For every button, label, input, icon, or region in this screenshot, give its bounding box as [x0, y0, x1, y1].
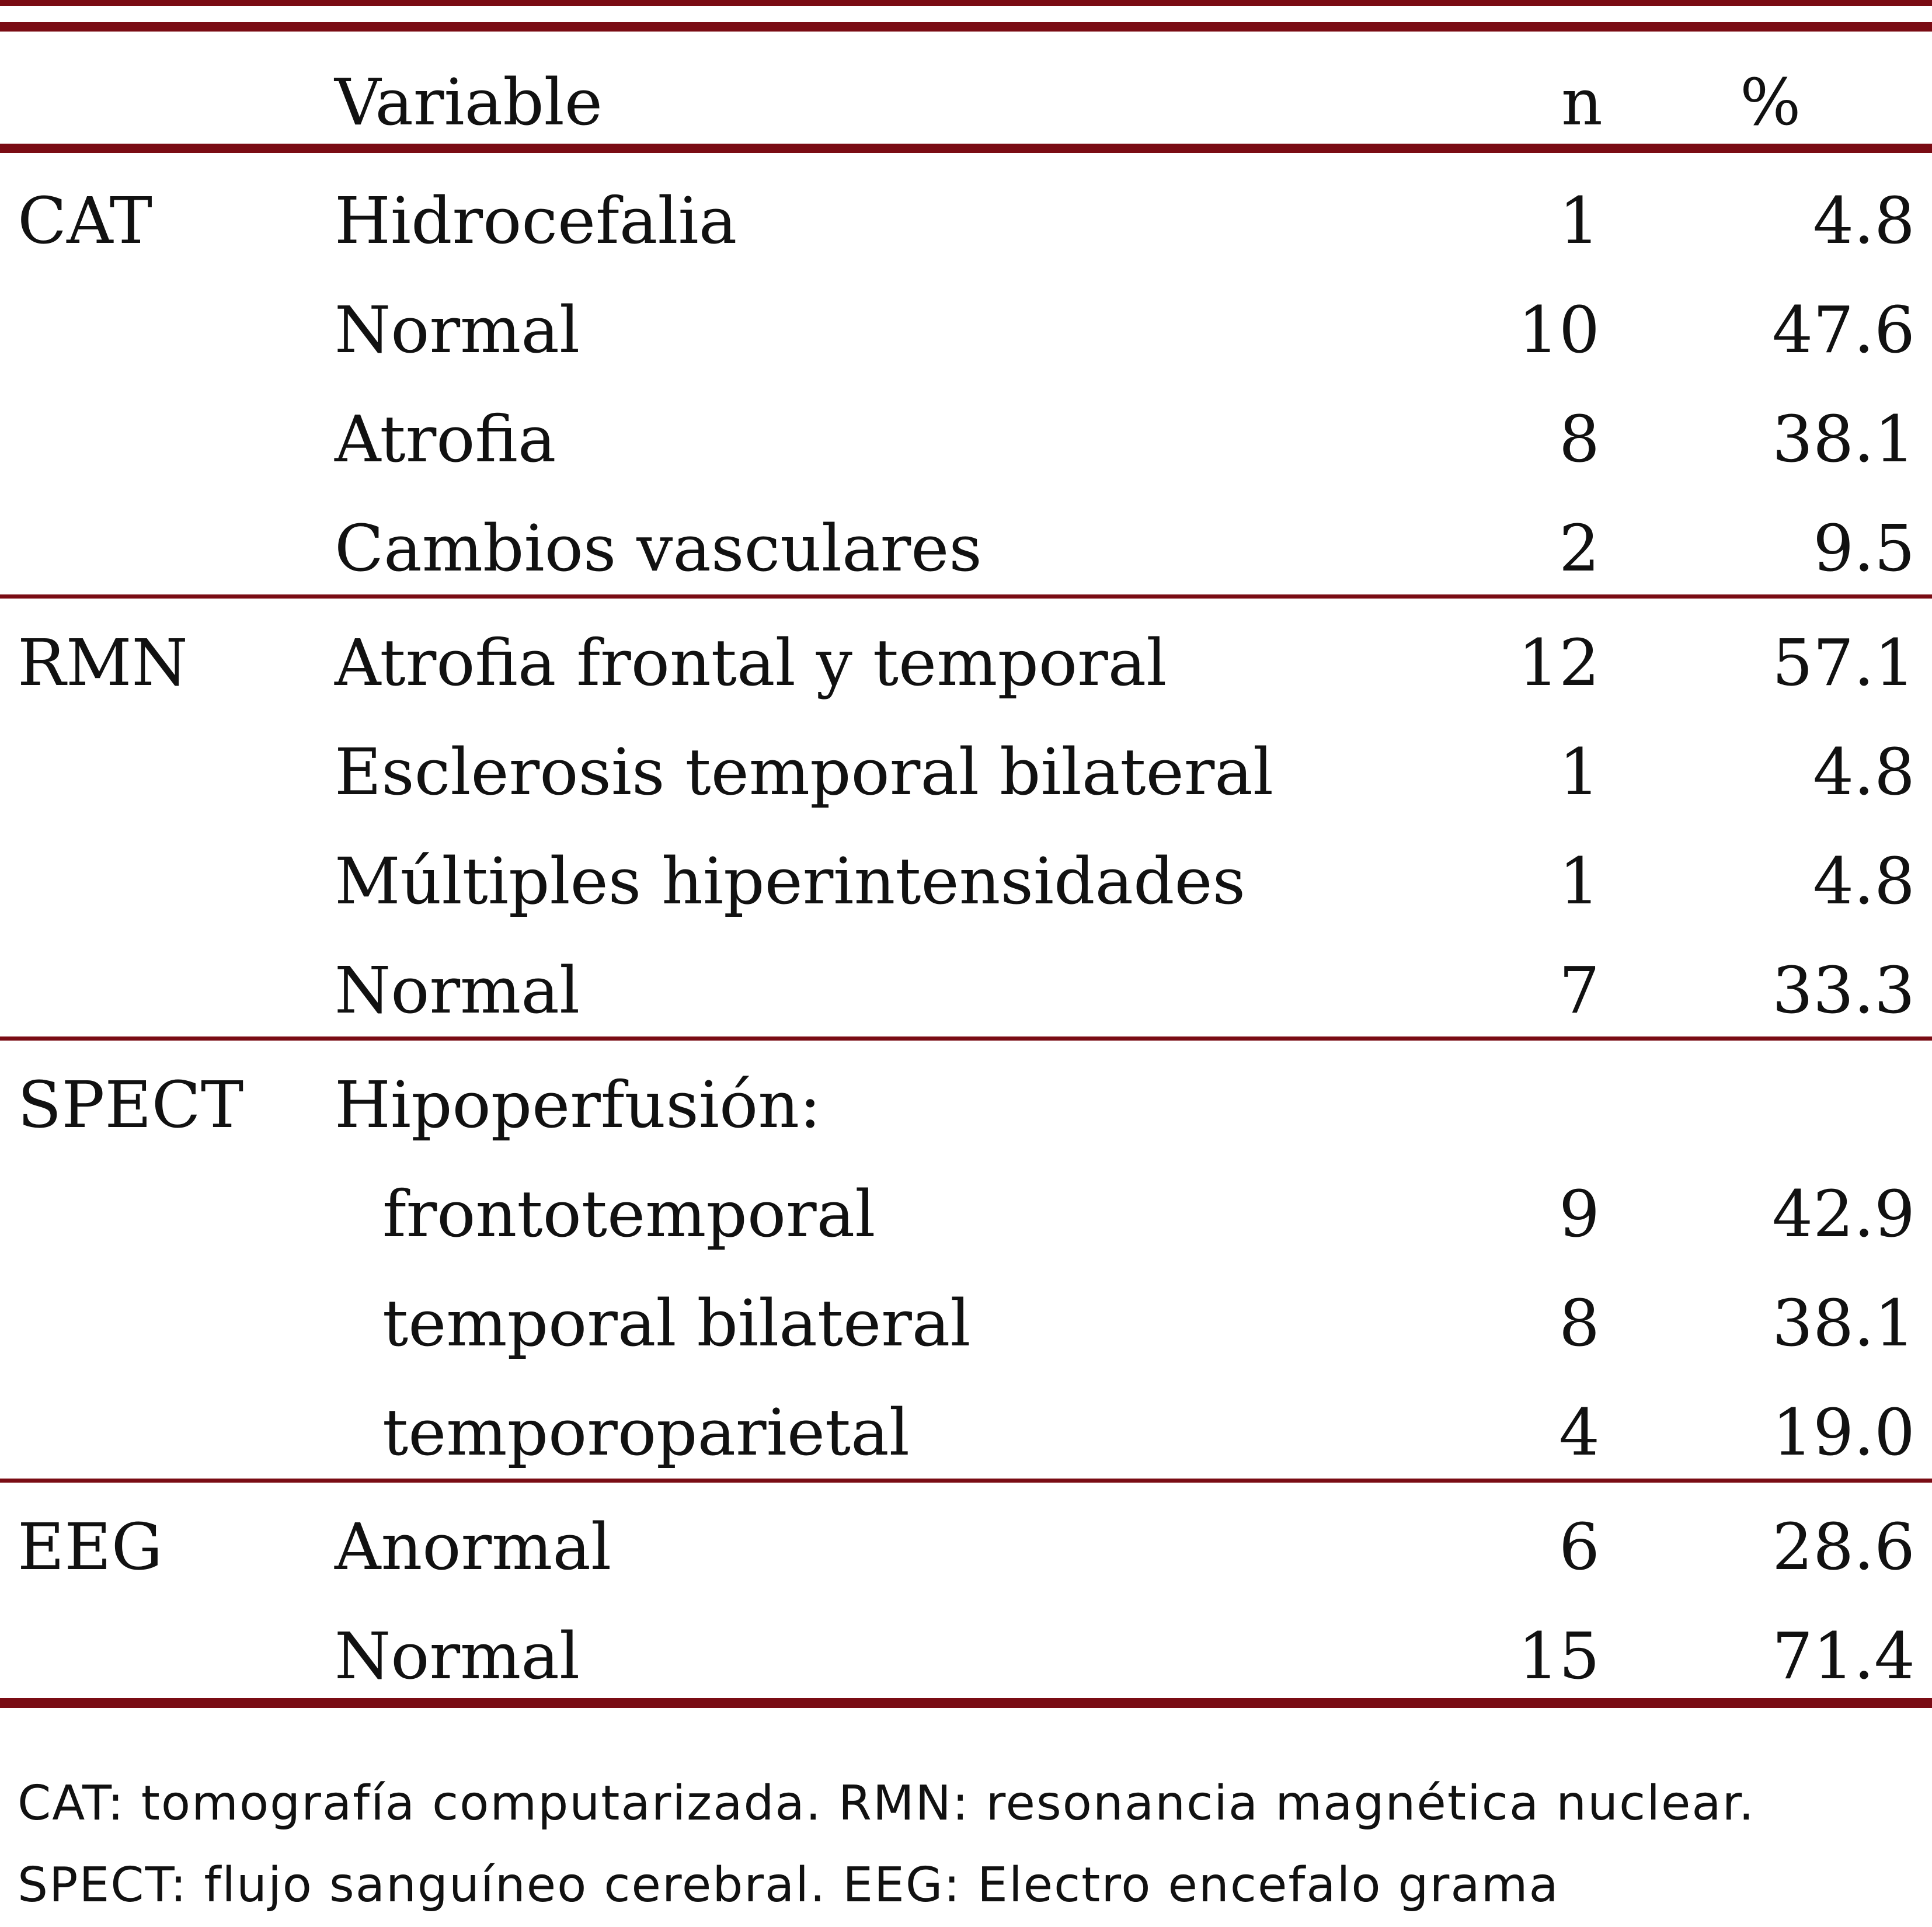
row-percent: 28.6 — [1772, 1509, 1915, 1584]
bottom-rule — [0, 1698, 1932, 1708]
row-label: Normal — [335, 1619, 580, 1693]
footnote-line-1: CAT: tomografía computarizada. RMN: reso… — [18, 1776, 1755, 1831]
footnote-line-2: SPECT: flujo sanguíneo cerebral. EEG: El… — [18, 1858, 1559, 1913]
row-n: 8 — [1559, 1286, 1600, 1361]
row-n: 9 — [1559, 1177, 1600, 1251]
row-percent: 19.0 — [1772, 1395, 1915, 1470]
row-label: Hidrocefalia — [335, 183, 737, 258]
header-variable: Variable — [335, 65, 603, 140]
row-label: Esclerosis temporal bilateral — [335, 735, 1274, 809]
row-n: 15 — [1518, 1619, 1600, 1693]
row-n: 2 — [1559, 511, 1600, 586]
header-n: n — [1561, 65, 1603, 140]
row-sublabel: temporal bilateral — [382, 1286, 971, 1361]
row-percent: 71.4 — [1772, 1619, 1915, 1693]
row-percent: 9.5 — [1813, 511, 1915, 586]
row-percent: 38.1 — [1772, 1286, 1915, 1361]
row-label: Normal — [335, 953, 580, 1028]
section-rule — [0, 594, 1932, 599]
row-n: 4 — [1559, 1395, 1600, 1470]
row-n: 1 — [1559, 735, 1600, 809]
row-n: 1 — [1559, 183, 1600, 258]
row-n: 1 — [1559, 844, 1600, 919]
group-label-spect: SPECT — [18, 1067, 244, 1142]
row-percent: 57.1 — [1772, 625, 1915, 700]
row-percent: 33.3 — [1772, 953, 1915, 1028]
row-n: 7 — [1559, 953, 1600, 1028]
section-rule — [0, 1479, 1932, 1483]
row-label: Hipoperfusión: — [335, 1067, 821, 1142]
row-percent: 42.9 — [1772, 1177, 1915, 1251]
row-sublabel: temporoparietal — [382, 1395, 910, 1470]
row-n: 8 — [1559, 402, 1600, 476]
row-n: 6 — [1559, 1509, 1600, 1584]
top-rule-1 — [0, 0, 1932, 6]
row-n: 10 — [1518, 293, 1600, 367]
row-percent: 4.8 — [1813, 844, 1915, 919]
row-label: Anormal — [335, 1509, 612, 1584]
header-rule — [0, 144, 1932, 153]
row-label: Cambios vasculares — [335, 511, 982, 586]
top-rule-2 — [0, 22, 1932, 32]
row-n: 12 — [1518, 625, 1600, 700]
row-label: Múltiples hiperintensidades — [335, 844, 1246, 919]
header-percent: % — [1740, 65, 1801, 140]
row-percent: 47.6 — [1772, 293, 1915, 367]
row-percent: 4.8 — [1813, 735, 1915, 809]
row-percent: 38.1 — [1772, 402, 1915, 476]
group-label-cat: CAT — [18, 183, 152, 258]
section-rule — [0, 1036, 1932, 1041]
group-label-eeg: EEG — [18, 1509, 163, 1584]
row-label: Atrofia frontal y temporal — [335, 625, 1167, 700]
row-label: Normal — [335, 293, 580, 367]
row-sublabel: frontotemporal — [382, 1177, 876, 1251]
row-percent: 4.8 — [1813, 183, 1915, 258]
row-label: Atrofia — [335, 402, 556, 476]
group-label-rmn: RMN — [18, 625, 188, 700]
